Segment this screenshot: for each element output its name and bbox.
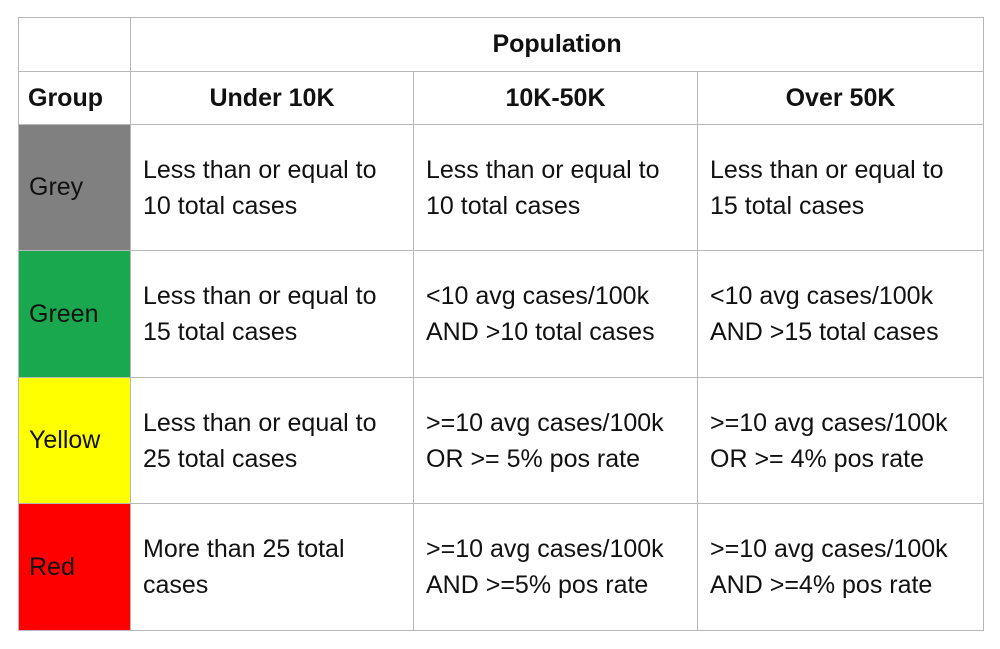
criteria-line: OR >= 5% pos rate [426, 444, 641, 473]
criteria-line: 10 total cases [426, 191, 581, 220]
group-label-yellow: Yellow [29, 426, 101, 454]
group-cell-green: Green [18, 250, 131, 378]
group-label-green: Green [29, 299, 99, 328]
group-label-red: Red [29, 552, 75, 581]
criteria-line: AND >=5% pos rate [426, 571, 649, 599]
column-header-10k-50k: 10K-50K [413, 71, 698, 125]
criteria-line: Less than or equal to [143, 408, 377, 437]
criteria-line: <10 avg cases/100k [426, 282, 650, 310]
criteria-cell: Less than or equal to 25 total cases [130, 377, 414, 504]
population-header-row: Population [18, 17, 985, 72]
population-header: Population [129, 17, 985, 72]
criteria-cell: More than 25 total cases [130, 503, 414, 631]
criteria-cell: Less than or equal to 10 total cases [130, 124, 414, 251]
group-cell-red: Red [18, 503, 131, 631]
criteria-line: >=10 avg cases/100k [426, 408, 664, 437]
criteria-line: Less than or equal to [143, 282, 377, 310]
criteria-line: Less than or equal to [426, 155, 660, 184]
criteria-line: 15 total cases [143, 318, 298, 346]
column-header-row: Group Under 10K 10K-50K Over 50K [18, 71, 985, 125]
group-column-header: Group [18, 71, 131, 125]
table-row-red: Red More than 25 total cases >=10 avg cas… [18, 503, 985, 631]
column-header-under-10k: Under 10K [130, 71, 414, 125]
group-label-grey: Grey [29, 173, 84, 201]
column-header-over-50k: Over 50K [696, 71, 985, 125]
criteria-cell: <10 avg cases/100k AND >15 total cases [696, 250, 985, 378]
criteria-line: >=10 avg cases/100k [426, 535, 664, 563]
criteria-cell: Less than or equal to 10 total cases [413, 124, 698, 251]
criteria-cell: Less than or equal to 15 total cases [130, 250, 414, 378]
population-criteria-table: Population Group Under 10K 10K-50K Over … [18, 17, 985, 631]
group-cell-grey: Grey [18, 124, 131, 251]
table-row-yellow: Yellow Less than or equal to 25 total cas… [18, 377, 985, 504]
table-row-green: Green Less than or equal to 15 total case… [18, 250, 985, 378]
criteria-line: AND >15 total cases [710, 318, 939, 346]
criteria-line: Less than or equal to [143, 155, 377, 184]
criteria-line: AND >10 total cases [426, 318, 655, 346]
criteria-cell: >=10 avg cases/100k OR >= 4% pos rate [696, 377, 985, 504]
criteria-line: OR >= 4% pos rate [710, 444, 925, 473]
criteria-cell: >=10 avg cases/100k AND >=4% pos rate [696, 503, 985, 631]
criteria-cell: >=10 avg cases/100k OR >= 5% pos rate [413, 377, 698, 504]
criteria-cell: Less than or equal to 15 total cases [696, 124, 985, 251]
group-cell-yellow: Yellow [18, 377, 131, 504]
empty-corner-cell [18, 17, 131, 72]
criteria-line: >=10 avg cases/100k [710, 535, 948, 563]
criteria-line: 15 total cases [710, 191, 865, 220]
criteria-line: More than 25 total [143, 535, 345, 563]
criteria-line: cases [143, 571, 209, 599]
criteria-line: <10 avg cases/100k [710, 282, 934, 310]
criteria-line: >=10 avg cases/100k [710, 408, 948, 437]
criteria-line: Less than or equal to [710, 155, 944, 184]
table-row-grey: Grey Less than or equal to 10 total cases… [18, 124, 985, 251]
criteria-cell: <10 avg cases/100k AND >10 total cases [413, 250, 698, 378]
criteria-line: AND >=4% pos rate [710, 571, 933, 599]
criteria-cell: >=10 avg cases/100k AND >=5% pos rate [413, 503, 698, 631]
criteria-line: 10 total cases [143, 191, 298, 220]
criteria-line: 25 total cases [143, 444, 298, 473]
